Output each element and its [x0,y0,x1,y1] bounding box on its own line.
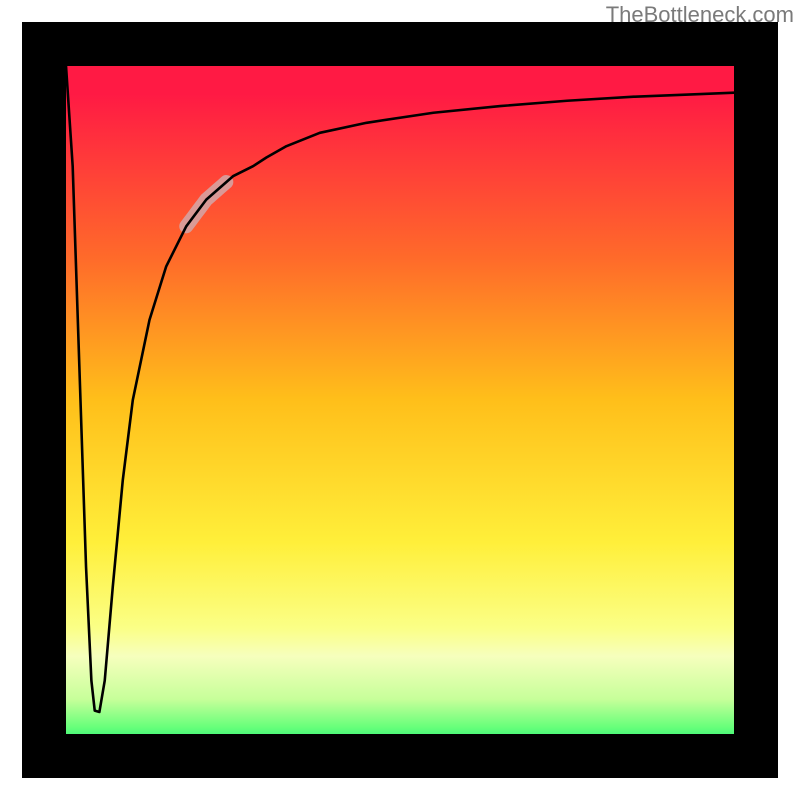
gradient-background [44,44,756,756]
watermark-label: TheBottleneck.com [606,2,794,28]
chart-container: TheBottleneck.com [0,0,800,800]
bottleneck-chart [0,0,800,800]
